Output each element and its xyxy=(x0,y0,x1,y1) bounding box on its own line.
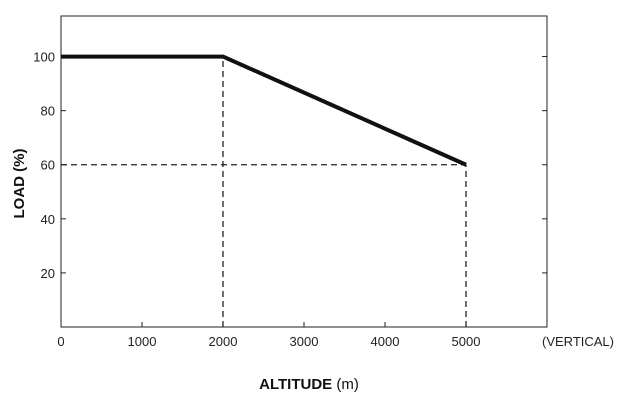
y-tick-label: 100 xyxy=(33,50,55,65)
series-line xyxy=(61,54,467,167)
y-axis: 20 40 60 80 100 xyxy=(33,50,547,281)
y-tick-label: 20 xyxy=(41,266,55,281)
x-axis: 0 1000 2000 3000 4000 5000 xyxy=(57,322,480,349)
x-tick-label: 1000 xyxy=(128,334,157,349)
x-axis-title-main: ALTITUDE xyxy=(259,376,332,393)
x-tick-label: 2000 xyxy=(209,334,238,349)
x-axis-note: (VERTICAL) xyxy=(542,334,614,349)
y-tick-label: 60 xyxy=(41,158,55,173)
x-tick-label: 5000 xyxy=(452,334,481,349)
x-axis-title-unit: (m) xyxy=(336,376,359,393)
x-tick-label: 4000 xyxy=(371,334,400,349)
x-axis-title: ALTITUDE (m) xyxy=(259,376,359,393)
y-tick-label: 40 xyxy=(41,212,55,227)
y-axis-title: LOAD (%) xyxy=(11,149,28,219)
reference-lines xyxy=(61,56,467,327)
x-tick-label: 3000 xyxy=(290,334,319,349)
series-layer xyxy=(61,54,467,167)
x-tick-label: 0 xyxy=(57,334,64,349)
y-tick-label: 80 xyxy=(41,104,55,119)
plot-frame xyxy=(60,15,548,328)
